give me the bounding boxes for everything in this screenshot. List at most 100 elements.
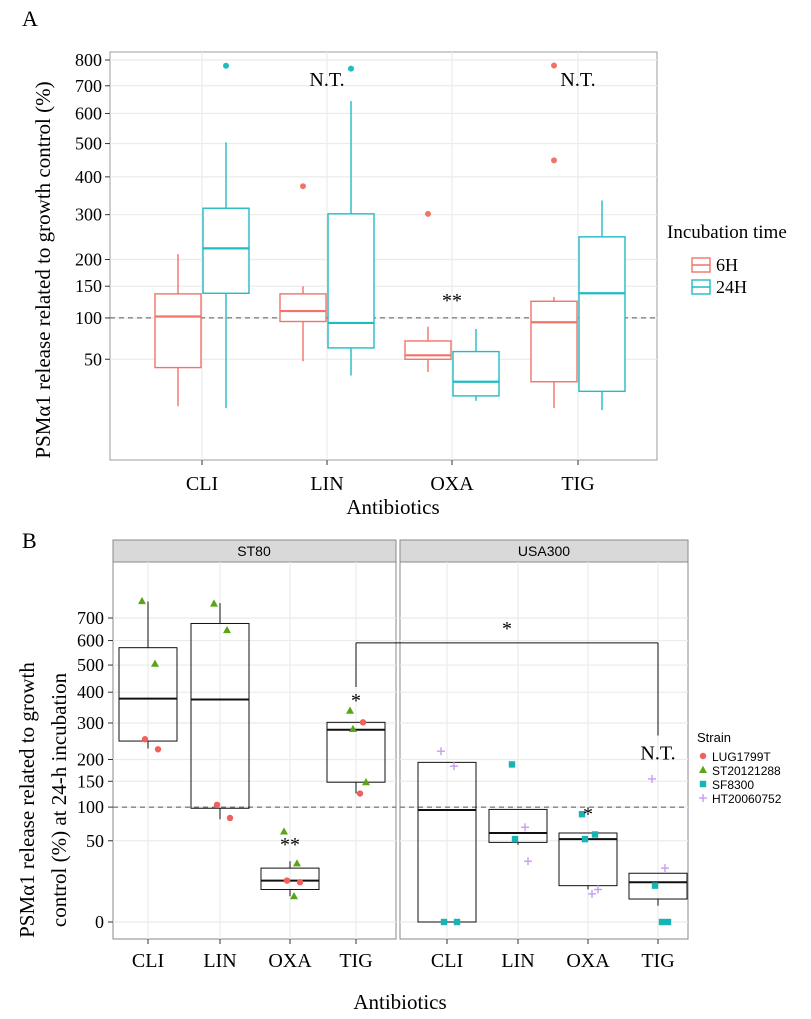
x-tick-label-lin: LIN [310,473,343,495]
y-tick-label: 700 [77,608,104,628]
panel-b-legend-title: Strain [697,730,731,745]
point-ht20060752 [450,762,458,771]
box-usa300-lin [488,808,548,845]
x-tick-label-oxa: OXA [430,473,474,495]
x-tick-label-tig: TIG [561,473,594,495]
significance-bracket: * [355,618,659,736]
point-sf8300 [658,918,666,926]
box-outlier [551,157,557,164]
panel-b-y-axis-title-line1: PSMα1 release related to growth [15,662,39,938]
y-tick-label: 50 [86,831,104,851]
x-tick-label-lin: LIN [501,950,534,972]
box-6h-oxa [404,210,452,373]
point-ht20060752 [524,857,532,866]
point-ht20060752 [588,889,596,898]
panel-a-y-ticks: 800 700 600 500 400 300 200 150 100 50 [75,50,110,369]
point-lug1799t [141,736,149,743]
point-sf8300 [453,918,461,926]
point-ht20060752 [661,864,669,873]
legend-label-6h: 6H [716,255,738,275]
x-tick-label-oxa: OXA [268,950,312,972]
point-st20121288 [138,596,146,605]
point-lug1799t [296,878,304,886]
point-ht20060752 [521,823,529,832]
box-6h-tig [530,62,578,409]
point-st20121288 [349,724,357,733]
panel-b-x-ticks: CLI LIN OXA TIG CLI LIN OXA TIG [132,939,675,972]
point-sf8300 [581,835,589,843]
y-tick-label: 500 [75,134,102,154]
annotation-st80-tig: * [351,690,361,712]
y-tick-label: 400 [77,682,104,702]
legend-key-st20121288 [699,765,707,773]
y-tick-label: 200 [77,750,104,770]
y-tick-label: 800 [75,50,102,70]
y-tick-label: 500 [77,655,104,675]
annotation-oxa: ** [442,290,462,312]
point-st20121288 [151,659,159,667]
y-tick-label: 100 [75,308,102,328]
box-24h-oxa [452,328,500,401]
box-24h-tig [578,200,626,411]
point-sf8300 [591,831,599,838]
y-tick-label: 400 [75,167,102,187]
box-body [326,721,386,783]
box-body [578,236,626,393]
box-body [452,350,500,397]
point-lug1799t [356,790,364,797]
panel-a-boxes [154,62,626,411]
point-lug1799t [154,746,162,753]
annotation-usa300-oxa: * [583,804,593,826]
annotation-tig: N.T. [560,69,595,91]
y-tick-label: 300 [77,713,104,733]
box-usa300-tig [628,872,688,906]
panel-a-plot-area [109,51,658,461]
legend-label-sf8300: SF8300 [712,778,754,792]
panel-a-legend: Incubation time 6H 24H [667,222,787,297]
legend-key-ht20060752 [699,794,707,802]
legend-label-ht20060752: HT20060752 [712,792,782,806]
point-sf8300 [664,918,672,926]
point-st20121288 [280,827,288,835]
y-tick-label: 0 [95,912,104,932]
panel-b-grid [113,562,688,939]
point-ht20060752 [594,885,602,894]
legend-key-lug1799t [699,752,707,760]
point-ht20060752 [437,747,445,756]
x-tick-label-oxa: OXA [566,950,610,972]
box-body [327,213,375,349]
panel-b-label: B [22,528,37,553]
point-st20121288 [346,706,354,714]
y-tick-label: 700 [75,76,102,96]
point-lug1799t [213,801,221,809]
point-st20121288 [210,599,218,607]
box-outlier [223,62,229,69]
y-tick-label: 50 [84,349,102,369]
point-lug1799t [226,814,234,822]
box-6h-cli [154,254,202,407]
point-lug1799t [283,877,291,884]
box-24h-lin [327,65,375,376]
box-body [118,647,178,742]
facet-strip-st80-label: ST80 [237,543,271,559]
bracket-label: * [502,618,512,640]
y-tick-label: 200 [75,250,102,270]
box-24h-cli [202,62,250,409]
box-st80-cli [118,601,178,749]
box-outlier [425,210,431,217]
point-sf8300 [508,761,516,768]
box-6h-lin [279,183,327,362]
x-tick-label-tig: TIG [339,950,372,972]
point-st20121288 [290,892,298,900]
panel-a-y-axis-title: PSMα1 release related to growth control … [31,81,55,458]
box-body [628,872,688,900]
point-st20121288 [293,859,301,867]
box-body [154,293,202,369]
x-tick-label-lin: LIN [203,950,236,972]
x-tick-label-cli: CLI [132,950,164,972]
x-tick-label-cli: CLI [186,473,218,495]
box-outlier [300,183,306,190]
box-outlier [551,62,557,69]
y-tick-label: 150 [75,276,102,296]
panel-a-annotations: N.T. N.T. ** [309,69,595,312]
